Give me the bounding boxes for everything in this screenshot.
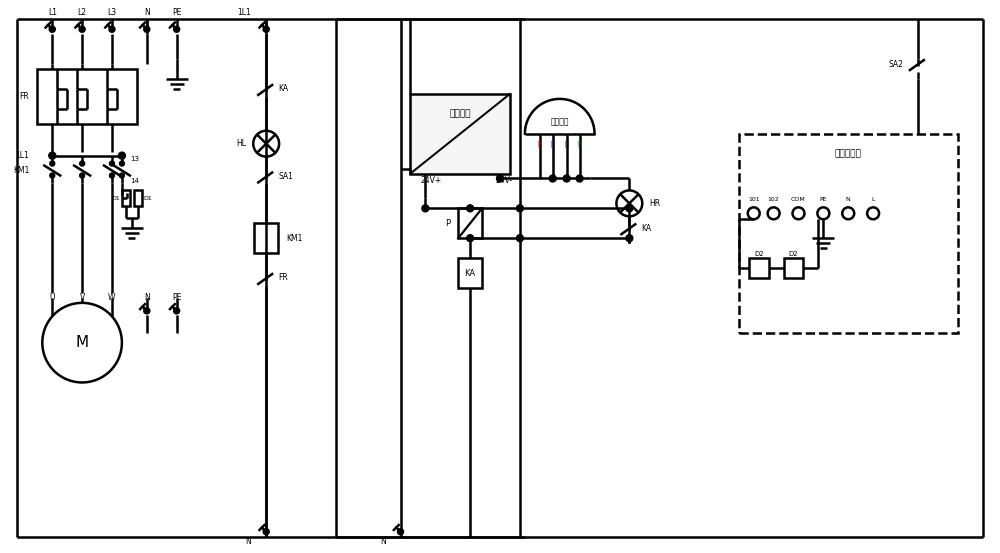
- Circle shape: [563, 175, 570, 182]
- Text: KM1: KM1: [286, 234, 302, 243]
- Text: KM1: KM1: [13, 166, 29, 175]
- Text: N: N: [144, 294, 150, 302]
- Text: 101: 101: [748, 197, 760, 202]
- Circle shape: [549, 175, 556, 182]
- Text: 红: 红: [538, 140, 542, 147]
- Text: FR: FR: [278, 274, 288, 283]
- Text: N: N: [246, 537, 251, 546]
- Text: 13: 13: [130, 155, 139, 161]
- Circle shape: [467, 234, 474, 242]
- Bar: [134, 190, 142, 206]
- Bar: [37, 69, 137, 124]
- Circle shape: [174, 27, 179, 32]
- Text: 24V+: 24V+: [420, 176, 442, 185]
- Text: 黑: 黑: [565, 140, 569, 147]
- Bar: [749, 258, 769, 278]
- Bar: [458, 258, 482, 288]
- Circle shape: [109, 173, 114, 178]
- Text: D1: D1: [144, 196, 153, 201]
- Bar: [784, 258, 803, 278]
- Bar: [122, 190, 130, 206]
- Circle shape: [422, 205, 429, 212]
- Circle shape: [119, 161, 124, 166]
- Text: 压差开关: 压差开关: [550, 117, 569, 126]
- Text: KA: KA: [465, 269, 476, 278]
- Text: N: N: [846, 197, 851, 202]
- Circle shape: [49, 152, 56, 159]
- Text: 脉冲控制仪: 脉冲控制仪: [835, 149, 862, 158]
- Circle shape: [118, 152, 125, 159]
- Circle shape: [109, 27, 114, 32]
- Text: KA: KA: [641, 224, 651, 233]
- Text: U: U: [50, 294, 55, 302]
- Circle shape: [626, 234, 633, 242]
- Text: L3: L3: [107, 8, 117, 17]
- Text: L: L: [871, 197, 875, 202]
- Text: 绿: 绿: [577, 140, 582, 147]
- Text: N: N: [144, 8, 150, 17]
- Text: D2: D2: [754, 251, 764, 257]
- Text: L1: L1: [48, 8, 57, 17]
- Text: 蓝: 蓝: [551, 140, 555, 147]
- Circle shape: [50, 27, 55, 32]
- Text: SA2: SA2: [888, 60, 903, 69]
- Text: SA1: SA1: [278, 172, 293, 181]
- Text: COM: COM: [791, 197, 806, 202]
- Text: P: P: [445, 219, 450, 228]
- Circle shape: [50, 161, 55, 166]
- Text: PE: PE: [172, 8, 181, 17]
- Circle shape: [398, 529, 403, 534]
- Text: W: W: [108, 294, 116, 302]
- Circle shape: [80, 161, 85, 166]
- Circle shape: [144, 27, 149, 32]
- Text: FR: FR: [20, 92, 29, 101]
- Text: N: N: [380, 537, 386, 546]
- Circle shape: [264, 27, 269, 32]
- Bar: [458, 208, 482, 238]
- Text: D2: D2: [789, 251, 798, 257]
- Text: HR: HR: [649, 199, 660, 208]
- Circle shape: [497, 175, 503, 182]
- Circle shape: [144, 309, 149, 314]
- Circle shape: [467, 205, 474, 212]
- Circle shape: [80, 27, 85, 32]
- Text: 开关电源: 开关电源: [449, 109, 471, 118]
- Circle shape: [174, 309, 179, 314]
- Text: D1: D1: [111, 196, 120, 201]
- Bar: [254, 223, 278, 253]
- Text: HL: HL: [236, 139, 246, 148]
- Circle shape: [109, 161, 114, 166]
- Circle shape: [576, 175, 583, 182]
- Circle shape: [516, 234, 523, 242]
- Text: M: M: [76, 335, 89, 350]
- Bar: [410, 94, 510, 174]
- Circle shape: [50, 173, 55, 178]
- Text: KA: KA: [278, 85, 288, 93]
- Text: 1L1: 1L1: [16, 151, 29, 160]
- Text: 14: 14: [130, 179, 139, 185]
- Text: 102: 102: [768, 197, 779, 202]
- Text: PE: PE: [172, 294, 181, 302]
- Circle shape: [119, 173, 124, 178]
- Text: 24V-: 24V-: [495, 176, 512, 185]
- Circle shape: [264, 529, 269, 534]
- Text: 1L1: 1L1: [238, 8, 251, 17]
- Text: L2: L2: [78, 8, 87, 17]
- Circle shape: [80, 173, 85, 178]
- Circle shape: [626, 205, 633, 212]
- Text: V: V: [79, 294, 85, 302]
- Bar: [739, 134, 958, 333]
- Text: PE: PE: [820, 197, 827, 202]
- Circle shape: [516, 205, 523, 212]
